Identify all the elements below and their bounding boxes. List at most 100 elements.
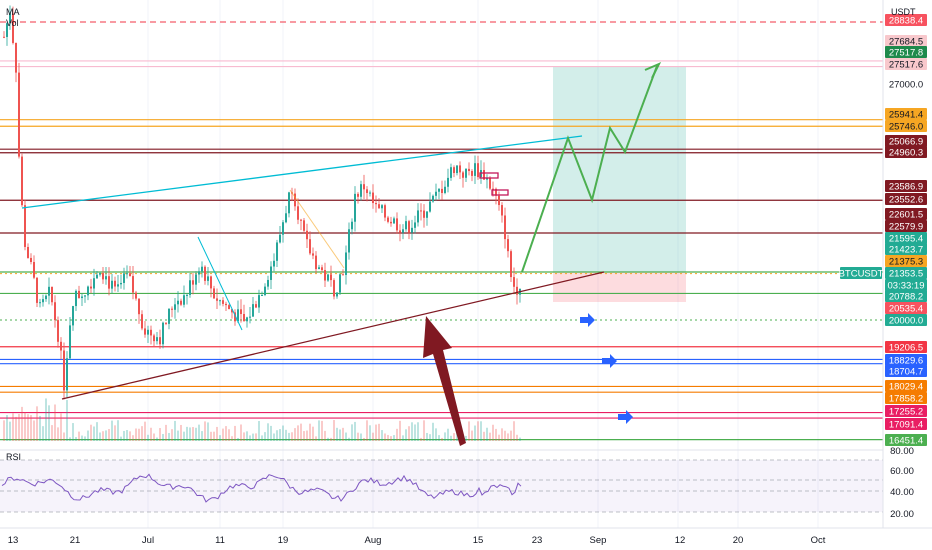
price-label: 17858.2 — [885, 392, 927, 405]
candle — [156, 337, 158, 342]
ma-indicator-label[interactable]: MA — [6, 7, 20, 17]
price-label: 27684.5 — [885, 35, 927, 48]
candle — [396, 218, 398, 231]
price-label-text: 27517.8 — [889, 48, 923, 59]
rsi-level-label: 40.00 — [890, 487, 914, 498]
volume-bar — [123, 430, 125, 441]
symbol-tag: BTCUSDT — [839, 267, 884, 280]
candle — [9, 13, 11, 24]
price-label: 21375.3 — [885, 255, 927, 268]
volume-bar — [351, 424, 353, 441]
volume-bar — [93, 426, 95, 441]
candle — [450, 167, 452, 178]
volume-bar — [264, 432, 266, 441]
volume-bar — [129, 431, 131, 441]
volume-bar — [6, 415, 8, 441]
volume-bar — [45, 398, 47, 441]
rsi-level-label: 60.00 — [890, 466, 914, 477]
volume-bar — [399, 420, 401, 441]
rsi-indicator-label[interactable]: RSI — [6, 452, 22, 462]
volume-bar — [117, 420, 119, 441]
candle — [474, 163, 476, 176]
volume-bar — [387, 434, 389, 441]
candle — [492, 188, 494, 190]
candle — [288, 192, 290, 214]
time-label: Jul — [142, 535, 154, 546]
stop-zone — [553, 272, 686, 302]
volume-bar — [423, 420, 425, 441]
candle — [258, 295, 260, 308]
price-label: 28838.4 — [885, 14, 927, 27]
volume-bar — [252, 433, 254, 441]
volume-bar — [435, 428, 437, 441]
volume-bar — [147, 434, 149, 441]
candle — [6, 23, 8, 37]
volume-bar — [33, 420, 35, 441]
candle — [357, 193, 359, 197]
marker-box — [491, 189, 509, 196]
volume-bar — [381, 430, 383, 441]
price-label-bg — [885, 314, 927, 326]
time-label: Oct — [811, 535, 826, 546]
candle — [477, 163, 479, 178]
volume-bar — [393, 435, 395, 441]
candle — [447, 177, 449, 187]
price-label-bg — [885, 78, 927, 90]
price-label-text: 27517.6 — [889, 60, 923, 71]
volume-bar — [339, 429, 341, 441]
price-label-text: 23552.6 — [889, 195, 923, 206]
candle — [300, 219, 302, 221]
volume-bar — [27, 414, 29, 441]
volume-bar — [480, 421, 482, 441]
candle — [171, 308, 173, 310]
candle — [279, 234, 281, 243]
minor-trendline — [197, 236, 243, 331]
volume-bar — [447, 428, 449, 441]
candle — [420, 210, 422, 212]
volume-bar — [366, 420, 368, 441]
volume-indicator-label[interactable]: Vol — [6, 18, 19, 28]
candle — [144, 328, 146, 335]
candle — [15, 42, 17, 73]
volume-bar — [483, 431, 485, 441]
volume-bar — [345, 432, 347, 441]
price-label: 27000.0 — [885, 78, 927, 91]
candle — [219, 300, 221, 302]
candle — [84, 295, 86, 297]
candle — [45, 295, 47, 300]
candle — [165, 322, 167, 324]
candle — [354, 193, 356, 222]
price-label-bg — [885, 108, 927, 120]
volume-bar — [21, 406, 23, 441]
price-label: 17091.4 — [885, 418, 927, 431]
volume-bar — [36, 406, 38, 441]
time-label: 11 — [215, 535, 225, 546]
volume-bar — [69, 437, 71, 441]
volume-bar — [243, 432, 245, 441]
volume-bar — [222, 428, 224, 441]
volume-bar — [330, 437, 332, 441]
candle — [516, 286, 518, 295]
price-label-text: 25746.0 — [889, 122, 923, 133]
price-label: 27517.6 — [885, 58, 927, 71]
volume-bar — [402, 435, 404, 441]
volume-bar — [411, 422, 413, 441]
candle — [285, 213, 287, 223]
candle — [426, 211, 428, 218]
volume-bar — [501, 428, 503, 441]
candle — [30, 257, 32, 262]
candle — [3, 36, 5, 38]
volume-bar — [495, 428, 497, 441]
candle — [123, 273, 125, 283]
candle — [237, 309, 239, 322]
candle — [429, 201, 431, 212]
candle — [459, 165, 461, 173]
candle — [405, 221, 407, 230]
upper-trendline — [21, 135, 583, 209]
price-label-bg — [885, 135, 927, 147]
volume-bar — [267, 423, 269, 441]
volume-bar — [315, 436, 317, 441]
volume-bar — [504, 430, 506, 441]
